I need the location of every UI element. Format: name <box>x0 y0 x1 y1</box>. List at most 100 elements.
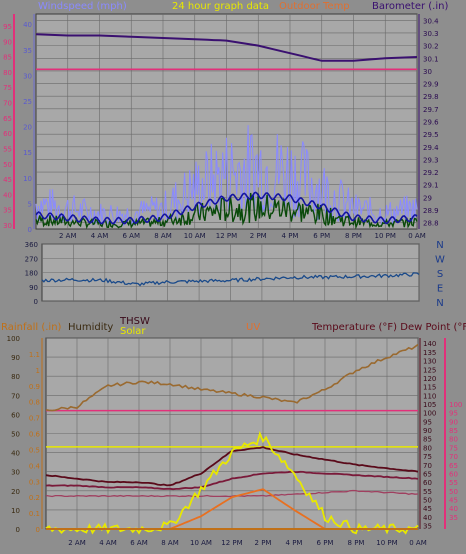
top-x-tick-label: 6 PM <box>313 232 330 240</box>
top-x-tick-label: 8 AM <box>154 232 172 240</box>
rainfall-axis: 1.1 1 0.9 0.8 0.7 0.6 0.5 0.4 0.3 0.2 0.1 0 <box>29 338 43 534</box>
temperature-tick-label: 85 <box>423 436 432 444</box>
top-x-tick-label: 4 PM <box>282 232 299 240</box>
rainfall-tick-label: 1 <box>36 367 40 375</box>
windspeed-tick-label: 0 <box>28 226 32 234</box>
temperature-tick-label: 35 <box>423 523 432 531</box>
windspeed-average-line <box>35 191 418 225</box>
temperature-axis: 95 90 85 80 75 70 65 60 55 50 45 40 35 30 <box>3 14 15 230</box>
temperature-tick-label: 85 <box>3 54 12 62</box>
dewpoint-tick-label: 40 <box>449 505 458 513</box>
compass-letter: N <box>436 240 443 251</box>
compass-letter: S <box>437 269 443 280</box>
direction-axis: 360 270 180 90 0 <box>25 241 38 306</box>
rainfall-tick-label: 0 <box>36 526 40 534</box>
compass-letter: E <box>437 284 443 295</box>
bottom-x-tick-label: 10 AM <box>190 539 212 547</box>
dewpoint-tick-label: 50 <box>449 488 458 496</box>
dewpoint-tick-label: 65 <box>449 462 458 470</box>
windspeed-tick-label: 25 <box>23 98 32 106</box>
bottom-x-tick-label: 6 PM <box>317 539 334 547</box>
barometer-tick-label: 30.3 <box>423 30 439 38</box>
direction-tick-label: 180 <box>25 270 38 278</box>
bottom-plot-series <box>45 343 419 535</box>
temperature-tick-label: 75 <box>3 84 12 92</box>
temperature-tick-label: 50 <box>423 496 432 504</box>
barometer-tick-label: 29.6 <box>423 119 439 127</box>
top-x-tick-label: 0 AM <box>408 232 426 240</box>
windspeed-tick-label: 5 <box>28 200 32 208</box>
dewpoint-tick-label: 75 <box>449 444 458 452</box>
dewpoint-tick-label: 90 <box>449 418 458 426</box>
bottom-x-tick-label: 2 AM <box>68 539 86 547</box>
temperature-tick-label: 60 <box>423 479 432 487</box>
humidity-tick-label: 90 <box>11 354 20 362</box>
barometer-tick-label: 30.4 <box>423 17 439 25</box>
barometer-tick-label: 30.2 <box>423 43 439 51</box>
dewpoint-tick-label: 95 <box>449 410 458 418</box>
bottom-x-axis: 2 AM 4 AM 6 AM 8 AM 10 AM 12 PM 2 PM 4 PM 6 PM 8 … <box>68 539 427 547</box>
humidity-tick-label: 10 <box>11 507 20 515</box>
top-x-axis: 2 AM 4 AM 6 AM 8 AM 10 AM 12 PM 2 PM 4 PM 6 PM 8 … <box>59 232 426 240</box>
top-x-tick-label: 12 PM <box>216 232 237 240</box>
temperature-tick-label: 105 <box>423 401 436 409</box>
humidity-tick-label: 30 <box>11 469 20 477</box>
barometer-tick-label: 29.4 <box>423 144 439 152</box>
rainfall-tick-label: 0.3 <box>29 478 40 486</box>
rainfall-tick-label: 0.9 <box>29 383 40 391</box>
barometer-tick-label: 29.3 <box>423 156 439 164</box>
temperature-tick-label: 45 <box>423 505 432 513</box>
temperature-tick-label: 50 <box>3 161 12 169</box>
dewpoint-tick-label: 55 <box>449 479 458 487</box>
barometer-tick-label: 29.7 <box>423 106 439 114</box>
temperature-tick-label: 65 <box>3 115 12 123</box>
humidity-line <box>45 343 419 412</box>
compass-letter: N <box>436 298 443 309</box>
windspeed-tick-label: 15 <box>23 149 32 157</box>
direction-tick-label: 360 <box>25 241 38 249</box>
humidity-tick-label: 100 <box>7 335 20 343</box>
graph-title: 24 hour graph data <box>172 1 269 12</box>
bottom-x-tick-label: 8 PM <box>348 539 365 547</box>
top-x-tick-label: 2 PM <box>250 232 267 240</box>
top-x-tick-label: 10 PM <box>375 232 396 240</box>
temperature-tick-label: 95 <box>423 418 432 426</box>
humidity-tick-label: 50 <box>11 431 20 439</box>
top-x-tick-label: 4 AM <box>91 232 109 240</box>
top-plot-series <box>35 33 418 230</box>
rainfall-tick-label: 0.7 <box>29 415 40 423</box>
direction-grid <box>42 243 420 302</box>
top-x-tick-label: 6 AM <box>122 232 140 240</box>
dewpoint-tick-label: 35 <box>449 514 458 522</box>
bottom-x-tick-label: 2 PM <box>255 539 272 547</box>
rainfall-tick-label: 0.8 <box>29 399 40 407</box>
wind-direction-line <box>41 272 420 287</box>
bottom-x-tick-label: 0 AM <box>409 539 427 547</box>
bottom-x-tick-label: 4 AM <box>99 539 117 547</box>
rainfall-tick-label: 1.1 <box>29 351 40 359</box>
compass-letter: W <box>435 255 445 266</box>
temperature-tick-label: 80 <box>3 69 12 77</box>
temperature-tick-label: 110 <box>423 392 436 400</box>
barometer-tick-label: 29 <box>423 194 432 202</box>
temperature-tick-label: 95 <box>3 23 12 31</box>
rainfall-tick-label: 0.4 <box>29 462 41 470</box>
barometer-title: Barometer (.in) <box>372 1 448 12</box>
temperature-tick-label: 80 <box>423 444 432 452</box>
dewpoint-tick-label: 60 <box>449 470 458 478</box>
windspeed-tick-label: 20 <box>23 124 32 132</box>
barometer-tick-label: 29.1 <box>423 182 439 190</box>
bottom-x-tick-label: 10 PM <box>376 539 397 547</box>
rainfall-tick-label: 0.5 <box>29 446 40 454</box>
humidity-tick-label: 80 <box>11 373 20 381</box>
temperature-tick-label: 135 <box>423 349 436 357</box>
temperature-line <box>45 470 419 491</box>
windspeed-title: Windspeed (mph) <box>38 1 127 12</box>
dewpoint-tick-label: 45 <box>449 496 458 504</box>
temperature-tick-label: 100 <box>423 410 436 418</box>
windspeed-tick-label: 30 <box>23 72 32 80</box>
barometer-axis: 30.4 30.3 30.2 30.1 30 29.9 29.8 29.7 29.6 29.5 29… <box>418 14 439 229</box>
temperature-tick-label: 90 <box>3 38 12 46</box>
